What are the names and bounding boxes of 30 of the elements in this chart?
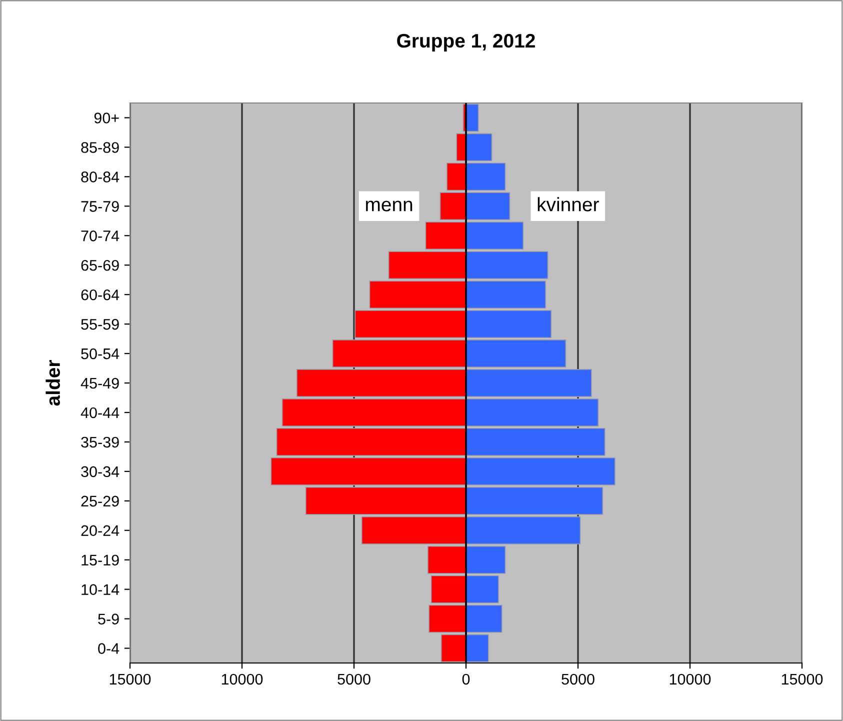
y-tick-label: 50-54 (81, 348, 120, 360)
y-tick-label: 5-9 (98, 614, 119, 624)
x-tick-label: 5000 (338, 674, 370, 685)
series-label: kvinner (538, 197, 599, 212)
y-tick-label: 90+ (94, 112, 119, 124)
y-axis-title: alder (46, 360, 60, 406)
x-tick-label: 15000 (782, 674, 823, 685)
x-tick-label: 5000 (562, 674, 594, 685)
y-tick-label: 55-59 (81, 318, 119, 330)
y-tick-label: 75-79 (81, 201, 119, 212)
x-tick-label: 10000 (222, 674, 263, 685)
x-tick-label: 15000 (110, 674, 151, 685)
chart-title: Gruppe 1, 2012 (397, 34, 535, 52)
y-tick-label: 30-34 (81, 466, 120, 478)
y-tick-label: 35-39 (81, 436, 119, 448)
y-tick-label: 60-64 (81, 289, 120, 300)
y-tick-label: 0-4 (98, 643, 120, 654)
y-tick-label: 20-24 (81, 525, 120, 536)
series-label: menn (366, 200, 412, 212)
y-tick-label: 70-74 (81, 230, 120, 242)
y-tick-label: 65-69 (81, 260, 119, 271)
y-tick-label: 45-49 (80, 378, 119, 389)
y-tick-label: 40-44 (80, 407, 120, 418)
x-tick-label: 0 (462, 674, 470, 685)
y-tick-label: 15-19 (82, 554, 119, 566)
y-tick-label: 80-84 (81, 172, 120, 182)
y-tick-label: 85-89 (81, 142, 119, 153)
y-tick-label: 10-14 (82, 584, 120, 595)
y-tick-label: 25-29 (81, 496, 119, 507)
x-tick-label: 10000 (670, 674, 711, 685)
